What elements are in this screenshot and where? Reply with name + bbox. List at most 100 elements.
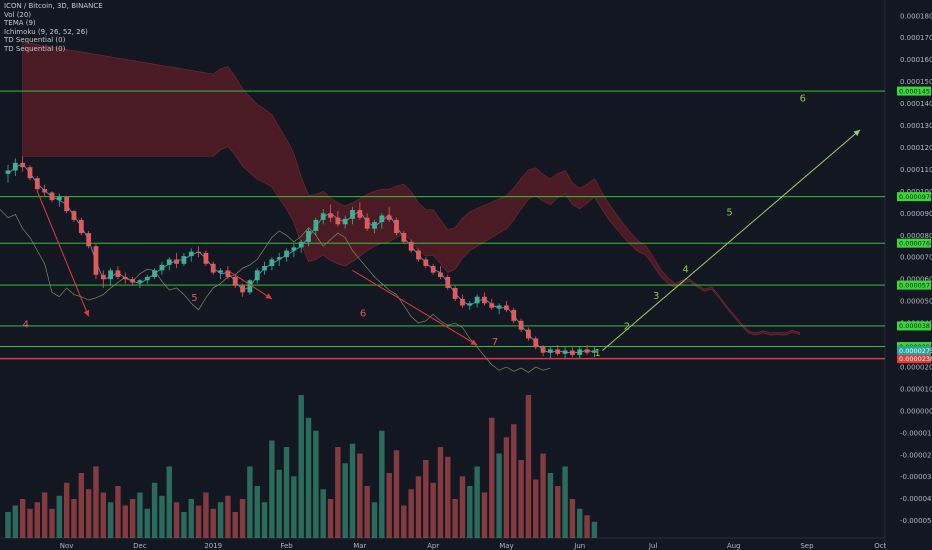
candle-body-3 — [27, 167, 33, 179]
green-wave-label-1: 2 — [624, 322, 630, 333]
candle-body-53 — [394, 219, 399, 234]
red-wave-label-2: 6 — [360, 308, 366, 319]
red-wave-label-1: 5 — [191, 293, 197, 304]
volume-bar-36 — [269, 440, 275, 538]
candle-body-2 — [20, 162, 26, 168]
candle-40 — [298, 239, 304, 253]
volume-bar-51 — [379, 430, 385, 538]
candle-52 — [386, 206, 392, 223]
volume-bar-2 — [19, 499, 26, 538]
volume-bar-43 — [320, 489, 326, 538]
candle-body-36 — [269, 259, 275, 266]
volume-bar-7 — [56, 495, 63, 538]
price-tag-bg-3 — [897, 280, 931, 290]
candle-body-75 — [555, 349, 561, 354]
volume-bar-42 — [313, 430, 319, 538]
candle-body-10 — [78, 219, 84, 234]
green-wave-label-3: 4 — [682, 265, 688, 276]
volume-bar-70 — [518, 460, 524, 538]
volume-bar-19 — [144, 508, 150, 538]
candle-62 — [460, 294, 465, 308]
candle-5 — [42, 184, 48, 196]
candle-body-1 — [12, 162, 18, 171]
candle-61 — [452, 285, 458, 302]
candle-12 — [93, 244, 99, 280]
candle-body-38 — [284, 250, 289, 258]
candle-body-52 — [386, 215, 392, 220]
volume-bar-37 — [276, 469, 282, 538]
volume-bar-66 — [489, 417, 495, 538]
volume-bar-17 — [129, 499, 136, 538]
legend-ichimoku[interactable]: Ichimoku (9, 26, 52, 26) — [4, 27, 88, 36]
volume-bar-34 — [254, 486, 260, 538]
candle-76 — [562, 347, 568, 359]
candle-body-50 — [372, 222, 377, 229]
candle-60 — [445, 274, 451, 291]
price-tag-text-3: 0.0000573 — [899, 281, 932, 289]
volume-bar-20 — [151, 482, 158, 538]
green-wave-label-0: 1 — [594, 348, 600, 359]
volume-bar-80 — [591, 521, 598, 538]
candle-body-43 — [320, 213, 326, 220]
legend-vol[interactable]: Vol (20) — [4, 10, 32, 19]
candle-10 — [78, 217, 84, 236]
candle-50 — [372, 219, 377, 234]
candle-body-44 — [328, 213, 333, 218]
ichimoku-cloud — [22, 41, 800, 336]
volume-bar-14 — [107, 502, 114, 538]
candle-body-69 — [511, 309, 517, 321]
volume-bar-11 — [85, 489, 92, 538]
candle-8 — [64, 195, 70, 214]
candle-18 — [137, 279, 143, 288]
candle-body-45 — [335, 217, 341, 225]
candle-body-32 — [240, 285, 245, 293]
candle-body-62 — [460, 298, 465, 306]
price-tag-0: 0.0001457 — [897, 86, 932, 96]
candle-2 — [20, 156, 26, 172]
legend-title[interactable]: ICON / Bitcoin, 3D, BINANCE — [4, 2, 103, 10]
price-tag-bg-current — [897, 346, 931, 356]
candle-body-15 — [115, 270, 121, 277]
legend-td-1[interactable]: TD Sequential (0) — [4, 36, 66, 45]
candle-body-23 — [174, 259, 179, 264]
candle-29 — [218, 268, 223, 280]
volume-bar-59 — [437, 447, 444, 538]
volume-bar-61 — [452, 499, 458, 538]
candle-6 — [49, 191, 55, 203]
x-tick-4: Mar — [353, 542, 366, 550]
volume-bar-21 — [159, 495, 165, 538]
volume-bar-48 — [357, 453, 363, 538]
candle-20 — [152, 268, 157, 280]
legend-td-2[interactable]: TD Sequential (0) — [4, 44, 66, 53]
price-tag-2: 0.0000764 — [897, 238, 932, 248]
volume-bar-62 — [459, 476, 466, 538]
legend-tema[interactable]: TEMA (9) — [4, 19, 36, 28]
candle-body-67 — [496, 305, 502, 308]
candle-54 — [401, 230, 407, 245]
candle-53 — [394, 217, 399, 236]
y-tick-18: 0.0000000 — [900, 407, 932, 415]
candle-25 — [188, 248, 194, 262]
volume-bar-77 — [569, 499, 576, 538]
volume-bars — [5, 395, 598, 538]
candle-body-58 — [430, 266, 436, 273]
green-wave-label-2: 3 — [653, 291, 659, 302]
candle-body-77 — [570, 350, 575, 355]
price-tag-bg-0 — [897, 86, 931, 96]
candle-70 — [518, 318, 524, 332]
price-tag-text-6: 0.0000238 — [899, 355, 932, 363]
volume-bar-5 — [41, 492, 48, 538]
candle-body-25 — [188, 251, 194, 257]
candle-body-30 — [225, 270, 231, 277]
candle-body-5 — [42, 189, 48, 193]
green-wave-label-4: 5 — [726, 208, 732, 219]
price-tag-text-1: 0.0000976 — [899, 193, 932, 201]
volume-bar-8 — [63, 482, 70, 538]
volume-bar-9 — [71, 499, 77, 538]
